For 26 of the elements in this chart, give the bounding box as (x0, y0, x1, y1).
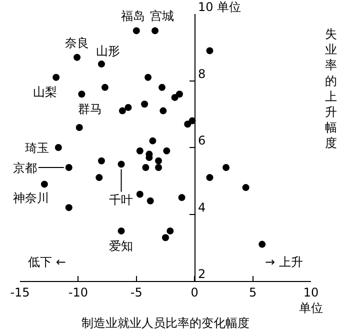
x-tick-label: -15 (10, 285, 30, 300)
x-tick-label: 0 (190, 285, 198, 300)
x-tick-label: 5 (248, 285, 257, 300)
y-tick-label: 6 (198, 134, 206, 148)
y-tick-label: 10 单位 (198, 0, 242, 14)
annotation: 京都 (13, 161, 37, 175)
y-tick-label: 2 (198, 267, 206, 282)
y-tick-label: 8 (198, 66, 206, 81)
annotation: 低下 ← (28, 255, 66, 269)
annotation: 千叶 (109, 193, 133, 207)
annotation: 奈良 (65, 36, 89, 50)
x-tick-label: -5 (130, 285, 142, 300)
x-axis-title: 制造业就业人员比率的变化幅度 (82, 316, 250, 330)
annotation: 琦玉 (25, 141, 49, 155)
annotation: 山形 (96, 44, 120, 58)
y-axis-title: 失业率的上升幅度 (325, 27, 337, 150)
annotation: 山梨 (33, 85, 57, 99)
x-tick-label: -10 (68, 285, 88, 300)
annotation: 福岛 (121, 9, 145, 23)
x-tick-label: 10 单位 (299, 285, 323, 315)
annotation: 爱知 (109, 239, 133, 253)
annotation: 神奈川 (13, 191, 49, 205)
annotation: 宫城 (150, 9, 174, 23)
y-tick-label: 4 (198, 200, 206, 214)
annotation: 群马 (78, 102, 102, 116)
annotation: → 上升 (265, 255, 303, 269)
